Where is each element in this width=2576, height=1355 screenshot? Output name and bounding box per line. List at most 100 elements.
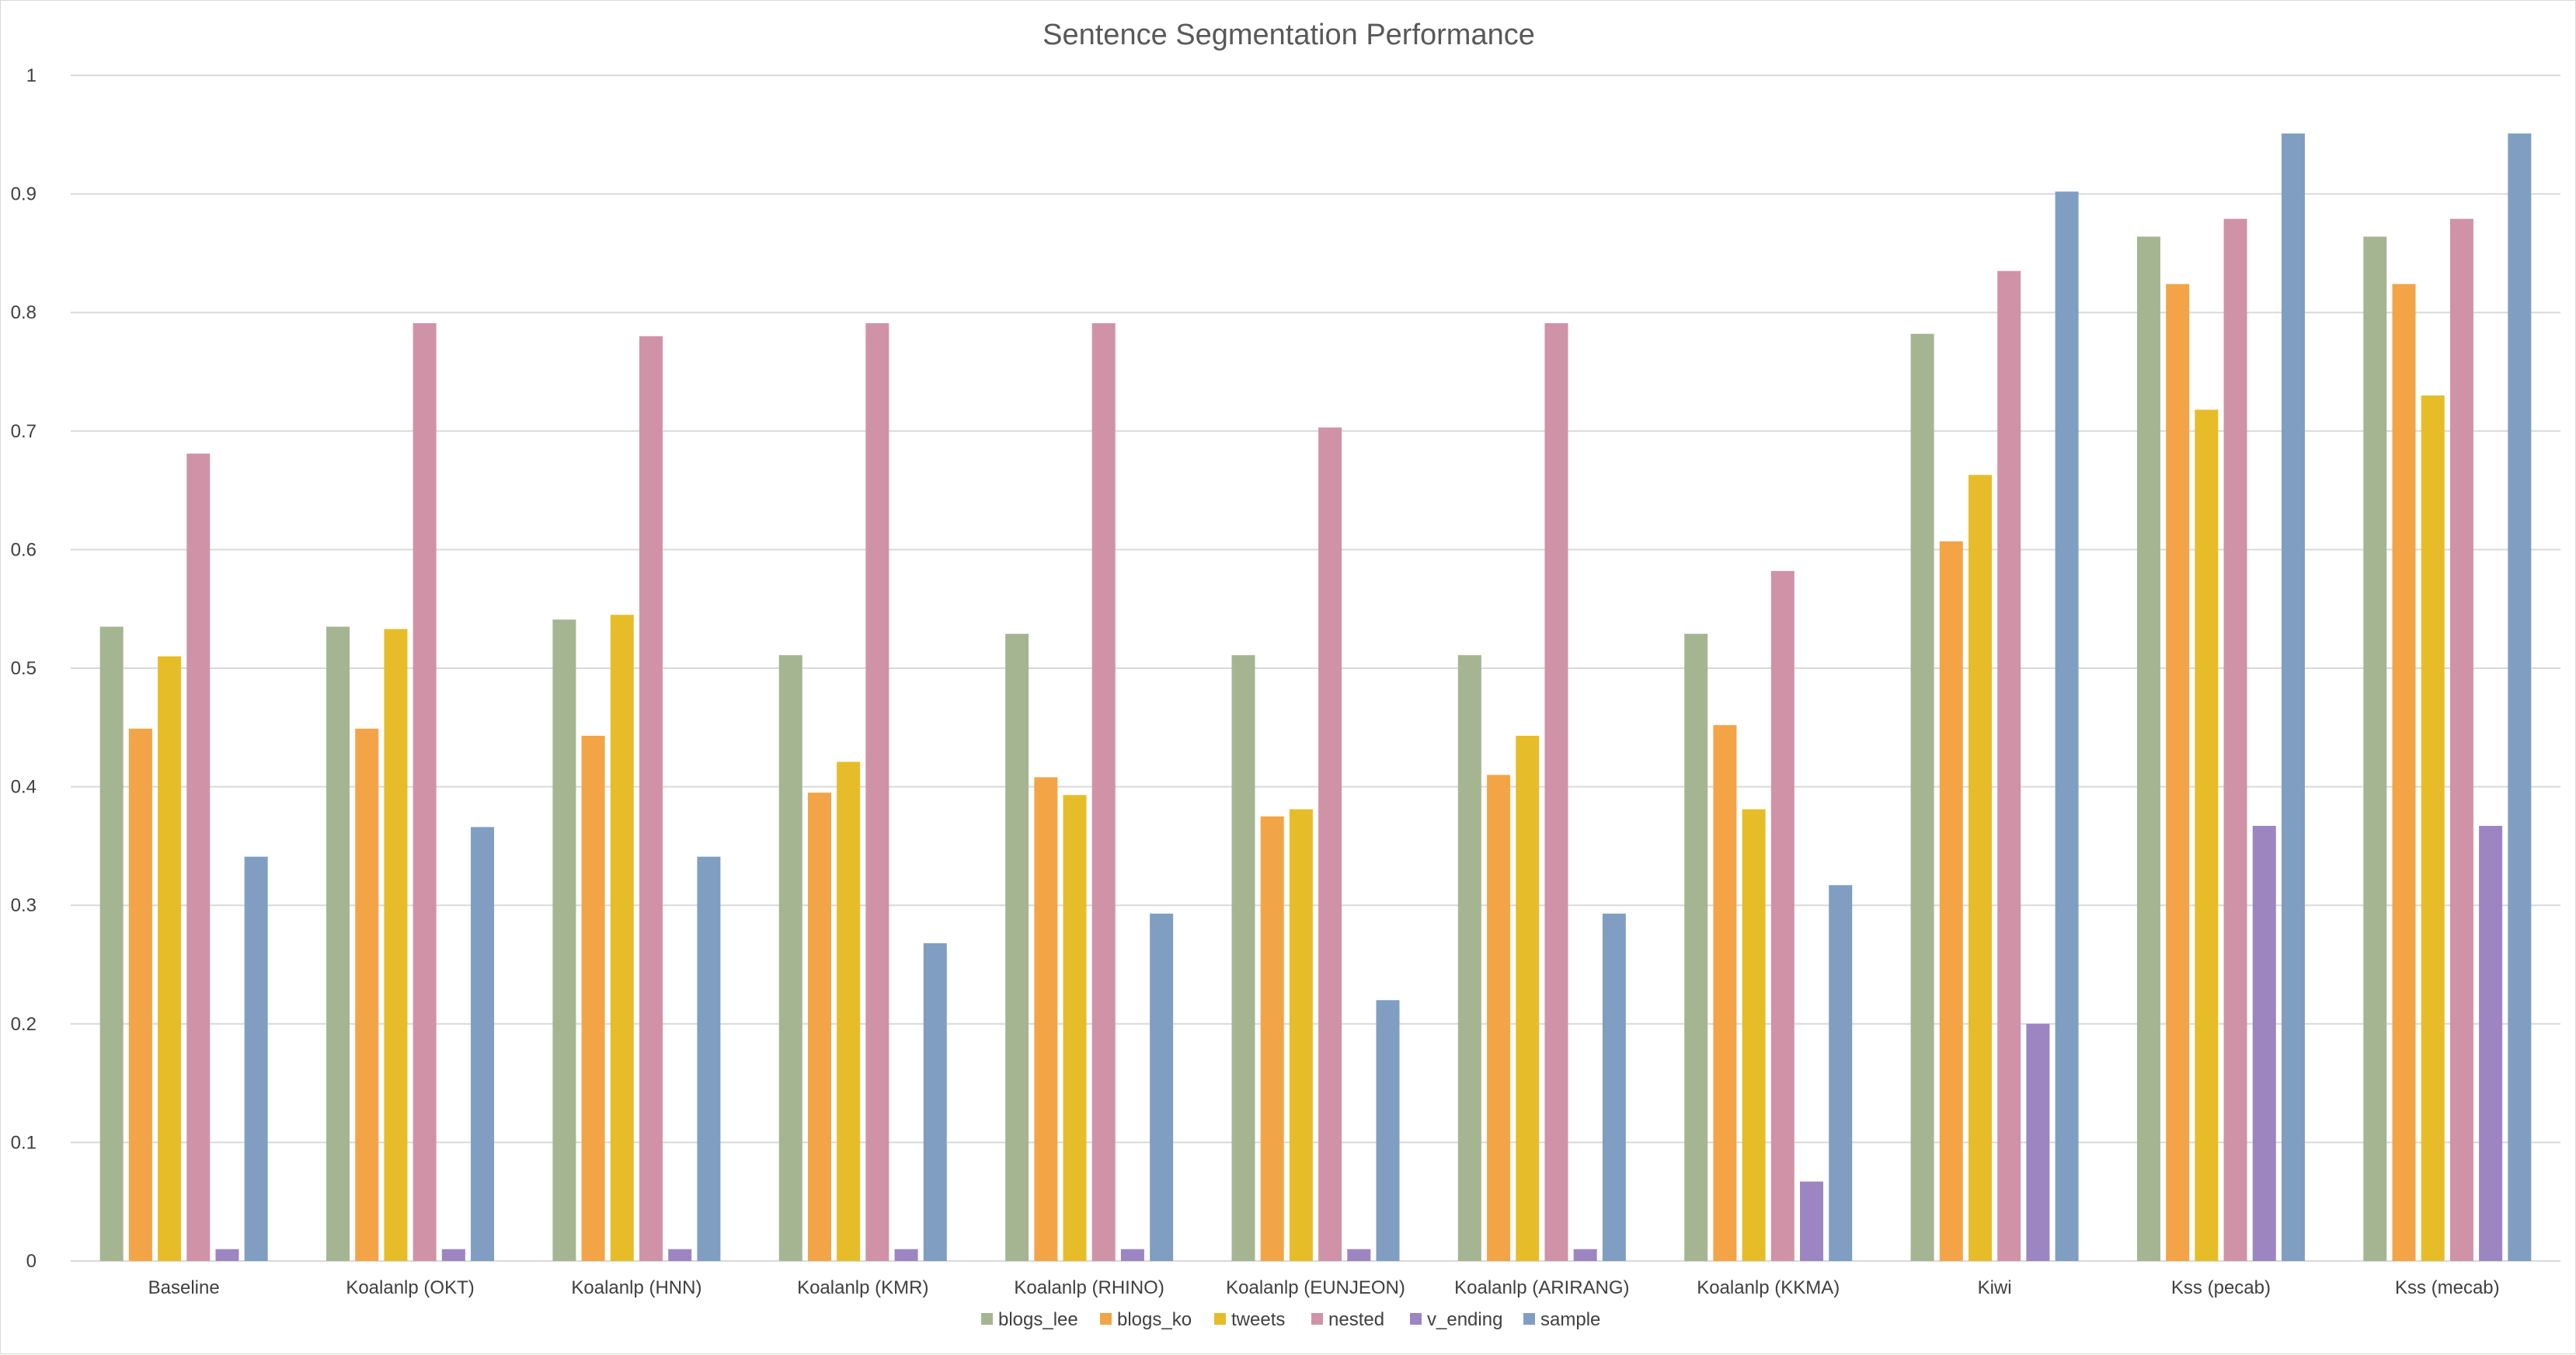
bar-nested	[2223, 218, 2247, 1261]
y-tick-label: 0	[26, 1251, 37, 1272]
bar-tweets	[1516, 735, 1540, 1261]
bar-blogs_ko	[2392, 284, 2416, 1262]
bar-blogs_lee	[1684, 633, 1708, 1261]
bar-blogs_lee	[2363, 236, 2387, 1261]
bar-blogs_ko	[2166, 284, 2190, 1262]
bar-v_ending	[2479, 825, 2503, 1261]
bar-sample	[471, 827, 495, 1261]
bar-nested	[865, 322, 889, 1262]
bar-nested	[186, 453, 211, 1262]
bar-tweets	[384, 629, 408, 1261]
bar-v_ending	[894, 1249, 918, 1261]
bar-tweets	[1968, 475, 1992, 1261]
legend-label-v_ending: v_ending	[1427, 1309, 1502, 1330]
chart-title: Sentence Segmentation Performance	[1043, 19, 1535, 51]
bar-v_ending	[1800, 1181, 1824, 1261]
x-tick-label: Kss (mecab)	[2395, 1277, 2500, 1298]
x-tick-label: Koalanlp (ARIRANG)	[1454, 1277, 1629, 1298]
x-tick-label: Koalanlp (KMR)	[797, 1277, 928, 1298]
bar-sample	[1376, 1000, 1400, 1261]
bar-v_ending	[1347, 1249, 1371, 1261]
bar-blogs_ko	[1034, 777, 1058, 1261]
bar-blogs_lee	[1231, 655, 1255, 1261]
x-tick-label: Koalanlp (EUNJEON)	[1226, 1277, 1405, 1298]
bar-blogs_ko	[1260, 816, 1284, 1261]
y-axis-tick-labels: 0 0.1 0.2 0.3 0.4 0.5 0.6 0.7 0.8 0.9 1	[11, 65, 37, 1272]
bar-v_ending	[1573, 1249, 1597, 1261]
bar-sample	[1150, 913, 1174, 1261]
bar-blogs_lee	[2136, 236, 2160, 1261]
y-tick-label: 0.8	[11, 302, 37, 323]
bar-nested	[1544, 322, 1568, 1262]
bar-blogs_ko	[1939, 541, 1963, 1261]
bar-v_ending	[215, 1249, 239, 1261]
bar-v_ending	[2252, 825, 2276, 1261]
bar-tweets	[158, 656, 182, 1261]
legend-label-blogs_lee: blogs_lee	[998, 1309, 1078, 1330]
bar-blogs_lee	[1005, 633, 1029, 1261]
legend-label-blogs_ko: blogs_ko	[1117, 1309, 1192, 1330]
x-tick-label: Koalanlp (OKT)	[346, 1277, 474, 1298]
bar-tweets	[2195, 409, 2219, 1261]
y-tick-label: 0.2	[11, 1014, 37, 1035]
bar-sample	[923, 943, 947, 1261]
bars	[99, 133, 2532, 1262]
bar-tweets	[2421, 395, 2445, 1261]
bar-sample	[1829, 885, 1853, 1261]
bar-tweets	[837, 761, 861, 1261]
legend: blogs_lee blogs_ko tweets nested v_ending sam…	[981, 1309, 1600, 1330]
bar-nested	[413, 322, 437, 1262]
bar-sample	[244, 856, 268, 1261]
y-tick-label: 0.6	[11, 539, 37, 560]
bar-blogs_lee	[778, 655, 802, 1261]
y-tick-label: 0.4	[11, 777, 37, 798]
bar-nested	[639, 336, 663, 1262]
legend-label-sample: sample	[1540, 1309, 1600, 1330]
bar-blogs_ko	[807, 792, 831, 1261]
y-tick-label: 0.1	[11, 1132, 37, 1153]
bar-blogs_lee	[552, 619, 576, 1261]
x-tick-label: Koalanlp (HNN)	[571, 1277, 701, 1298]
x-tick-label: Kss (pecab)	[2171, 1277, 2271, 1298]
bar-blogs_lee	[1910, 333, 1934, 1262]
x-tick-label: Koalanlp (RHINO)	[1014, 1277, 1164, 1298]
legend-swatch-tweets	[1214, 1313, 1226, 1325]
bar-nested	[1091, 322, 1116, 1262]
bar-v_ending	[2026, 1023, 2050, 1261]
bar-sample	[2055, 191, 2079, 1262]
legend-swatch-nested	[1311, 1313, 1323, 1325]
bar-nested	[2449, 218, 2473, 1261]
bar-tweets	[1742, 809, 1766, 1261]
bar-tweets	[1063, 795, 1087, 1261]
legend-swatch-v_ending	[1410, 1313, 1422, 1325]
legend-swatch-blogs_lee	[981, 1313, 993, 1325]
bar-blogs_ko	[128, 728, 152, 1261]
bar-sample	[697, 856, 721, 1261]
y-tick-label: 1	[26, 65, 37, 86]
legend-label-tweets: tweets	[1231, 1309, 1285, 1330]
bar-blogs_ko	[1487, 775, 1511, 1261]
bar-v_ending	[441, 1249, 465, 1261]
bar-blogs_lee	[99, 626, 124, 1261]
bar-v_ending	[668, 1249, 692, 1261]
bar-sample	[2508, 133, 2532, 1261]
bar-v_ending	[1120, 1249, 1144, 1261]
legend-label-nested: nested	[1328, 1309, 1384, 1330]
x-tick-label: Baseline	[148, 1277, 220, 1298]
bar-sample	[1602, 913, 1626, 1261]
x-tick-label: Kiwi	[1978, 1277, 2012, 1298]
bar-blogs_ko	[1713, 725, 1737, 1261]
bar-blogs_lee	[326, 626, 350, 1261]
legend-swatch-sample	[1523, 1313, 1535, 1325]
x-axis-tick-labels: Baseline Koalanlp (OKT) Koalanlp (HNN) Koal…	[148, 1277, 2500, 1298]
bar-tweets	[610, 615, 634, 1261]
legend-swatch-blogs_ko	[1100, 1313, 1112, 1325]
x-tick-label: Koalanlp (KKMA)	[1697, 1277, 1840, 1298]
bar-blogs_lee	[1457, 655, 1481, 1261]
bar-blogs_ko	[355, 728, 379, 1261]
y-tick-label: 0.5	[11, 658, 37, 679]
y-tick-label: 0.3	[11, 895, 37, 916]
bar-tweets	[1289, 809, 1313, 1261]
